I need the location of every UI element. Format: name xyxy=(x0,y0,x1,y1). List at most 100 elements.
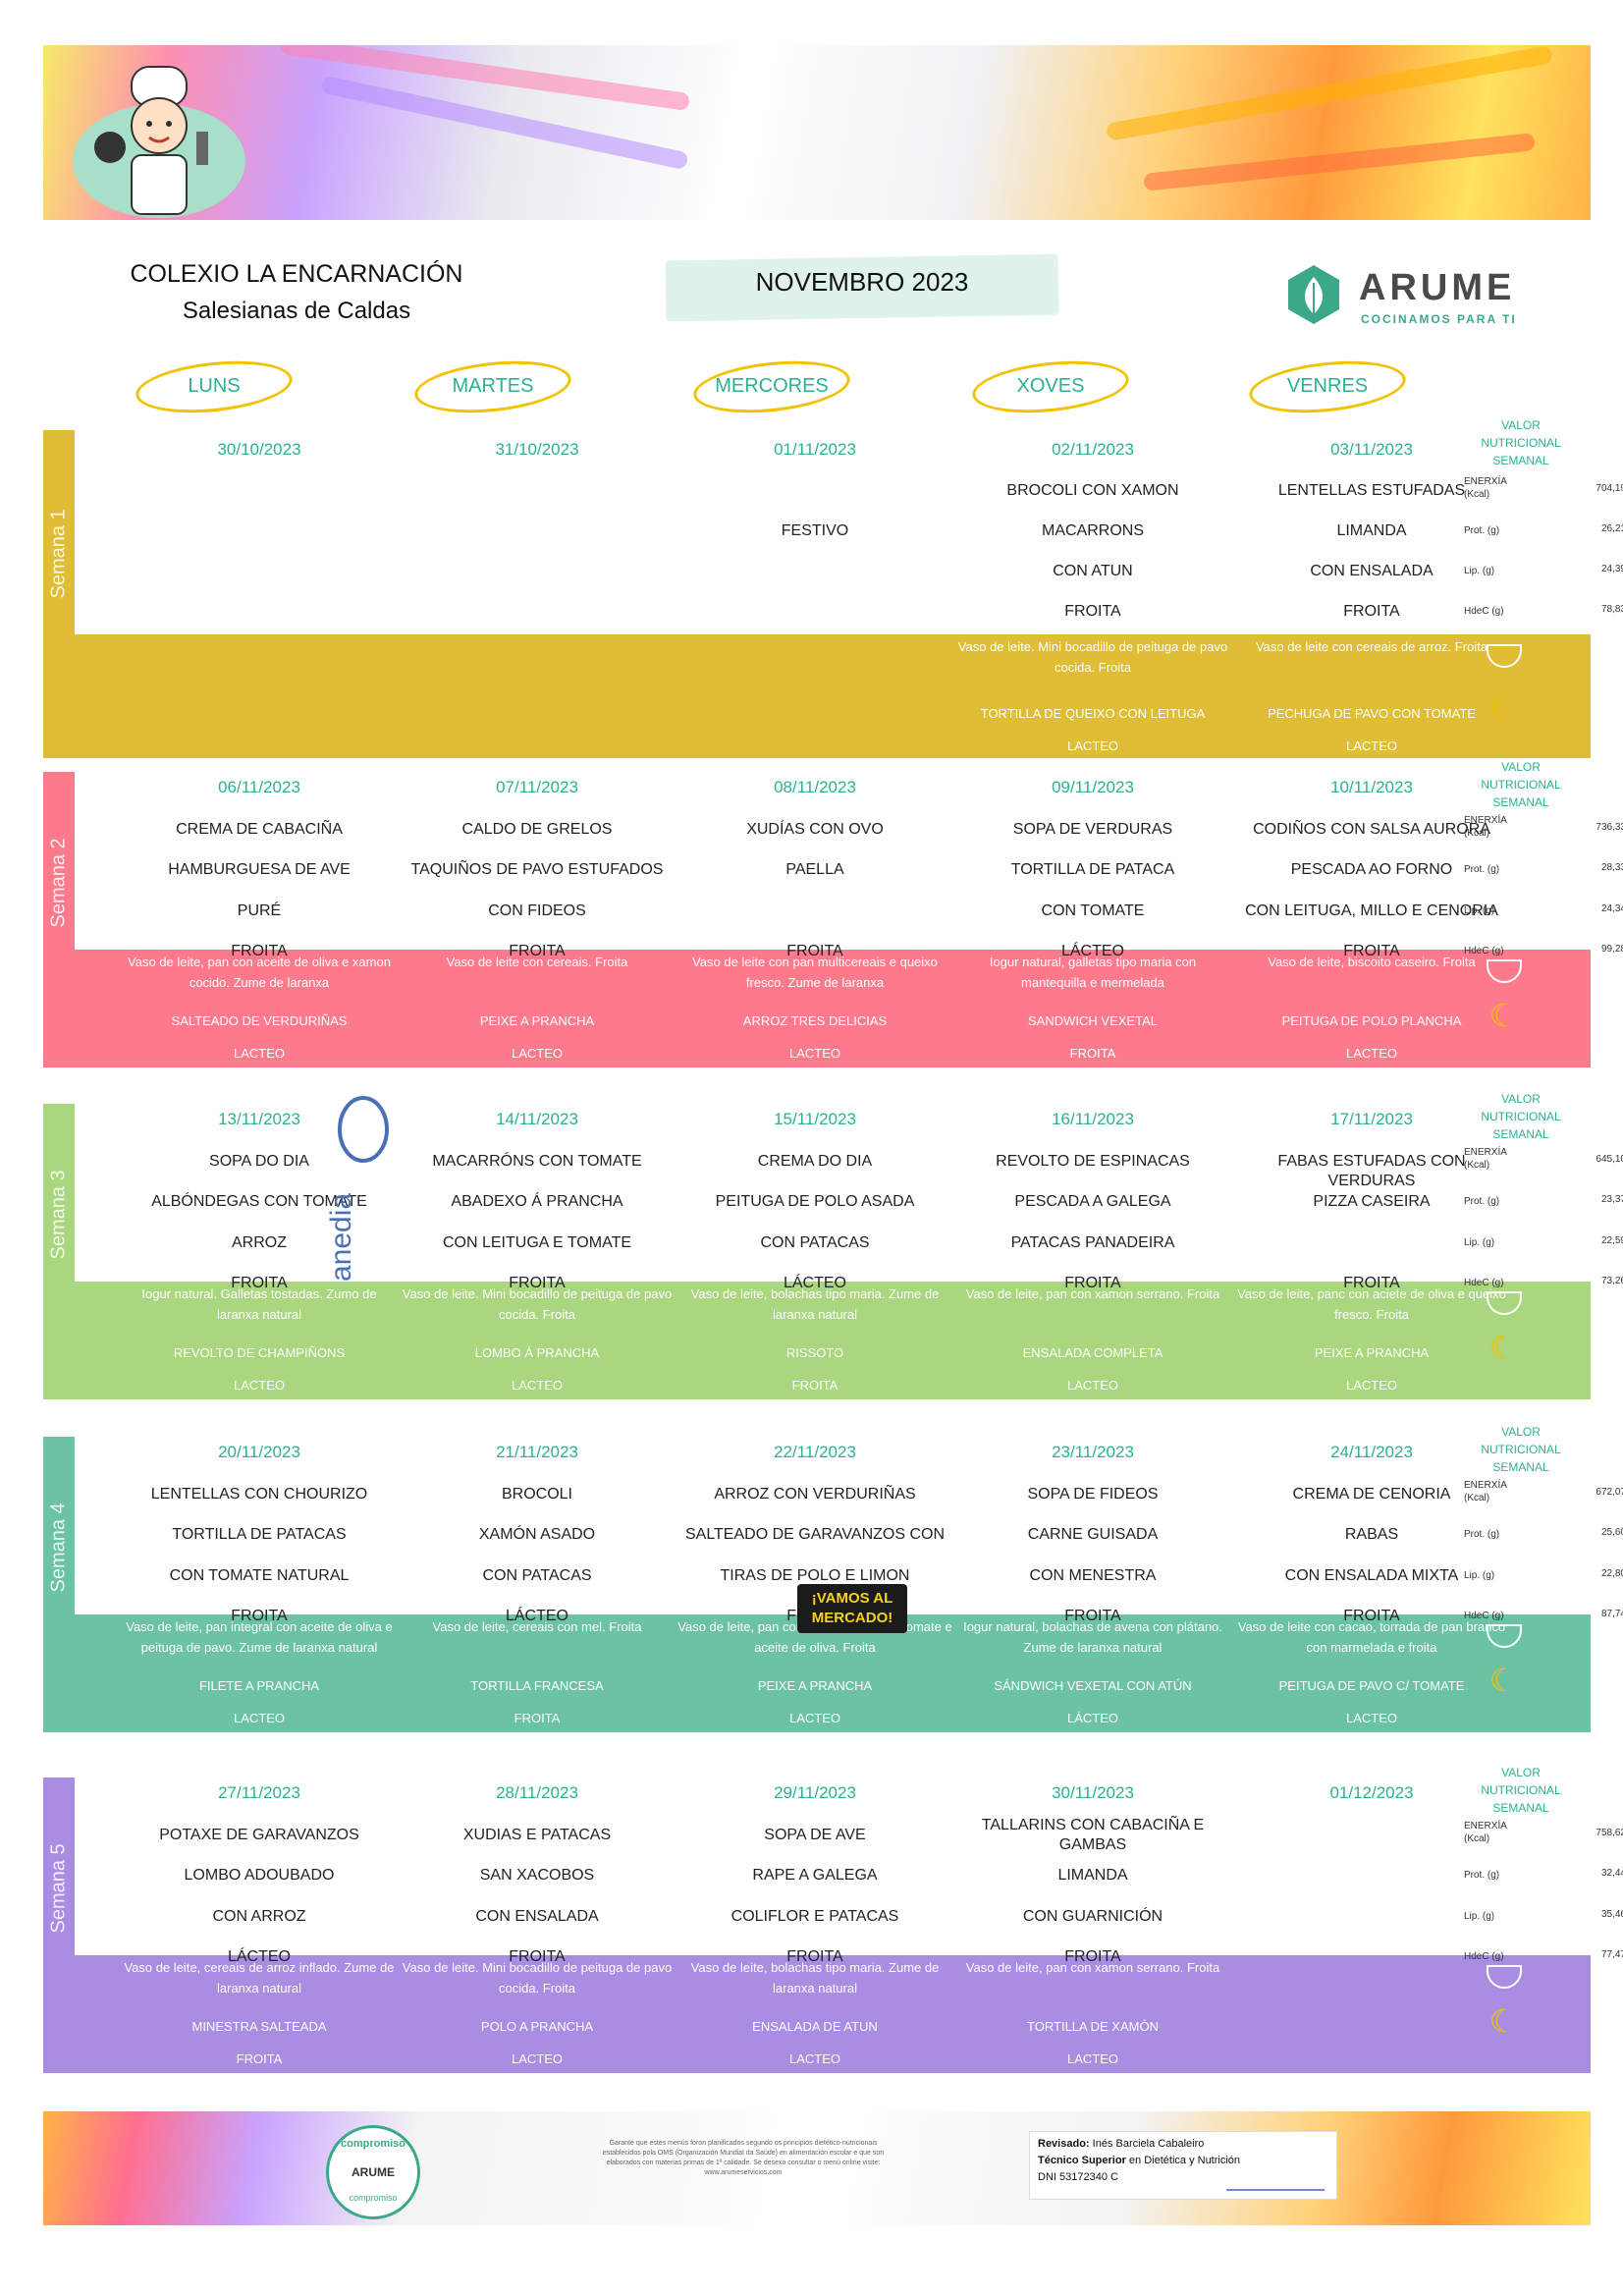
snack-text: Iogur natural. Galletas tostadas. Zumo d… xyxy=(141,1286,377,1322)
dinner-text: ENSALADA COMPLETA xyxy=(1022,1345,1163,1360)
week-side-bar: Semana 4 xyxy=(43,1437,75,1614)
snack-text: Vaso de leite. Mini bocadillo de peituga… xyxy=(957,639,1228,675)
lunch-dish: LOMBO ADOUBADO xyxy=(184,1867,335,1884)
nutrition-label: ENERXÍA (Kcal) xyxy=(1464,1821,1507,1844)
menu-date: 03/11/2023 xyxy=(1330,440,1413,459)
snack-text: Vaso de leite, cereais de arroz inflado.… xyxy=(124,1960,395,1995)
menu-date: 23/11/2023 xyxy=(1052,1443,1134,1461)
dessert-text: LÁCTEO xyxy=(1066,1711,1118,1725)
dinner-text: POLO A PRANCHA xyxy=(480,2019,594,2034)
dessert-text: LACTEO xyxy=(233,1711,285,1725)
dessert-text: LACTEO xyxy=(511,2051,563,2066)
dinner-text: TORTILLA FRANCESA xyxy=(470,1678,604,1693)
lunch-dish: TIRAS DE POLO E LIMON xyxy=(720,1567,910,1584)
lunch-dish: FROITA xyxy=(231,943,288,959)
day-label: XOVES xyxy=(1016,375,1085,397)
nutrition-title: VALOR xyxy=(1501,418,1541,432)
leaf-icon xyxy=(1288,265,1339,324)
lunch-dish: BROCOLI CON XAMON xyxy=(1006,482,1179,499)
nutrition-value: 672,07 xyxy=(1596,1487,1623,1498)
menu-date: 07/11/2023 xyxy=(496,778,578,796)
lunch-dish: TALLARINS CON CABACIÑA E GAMBAS xyxy=(981,1817,1205,1853)
school-line1: COLEXIO LA ENCARNACIÓN xyxy=(130,260,463,288)
snack-dinner-band xyxy=(43,634,1591,758)
snack-text: Vaso de leite. Mini bocadillo de peituga… xyxy=(402,1960,673,1995)
day-header-xoves: XOVES xyxy=(969,354,1132,420)
lunch-dish: SOPA DE VERDURAS xyxy=(1012,821,1173,838)
lunch-dish: PEITUGA DE POLO ASADA xyxy=(715,1193,915,1210)
nutrition-value: 24,39 xyxy=(1600,564,1623,574)
seal-mid: ARUME xyxy=(352,2165,395,2179)
revised-name: Inés Barciela Cabaleiro xyxy=(1092,2138,1205,2150)
lunch-dish: TORTILLA DE PATACA xyxy=(1010,861,1175,878)
week-3: Semana 3 13/11/2023 SOPA DO DIA ALBÓNDEGAS … xyxy=(43,1092,1623,1399)
dessert-text: LACTEO xyxy=(1345,1378,1397,1393)
title-label: Técnico Superior xyxy=(1038,2155,1126,2166)
day-label: VENRES xyxy=(1286,375,1369,397)
dinner-text: PECHUGA DE PAVO CON TOMATE xyxy=(1268,706,1476,721)
nutrition-value: 87,74 xyxy=(1600,1609,1623,1619)
top-banner xyxy=(43,45,1591,220)
seal-top: compromiso xyxy=(340,2138,406,2150)
nutrition-value: 26,21 xyxy=(1600,523,1623,534)
day-label: MERCORES xyxy=(715,375,829,397)
lunch-dish: CON PATACAS xyxy=(482,1567,592,1584)
week-side-bar: Semana 5 xyxy=(43,1777,75,1955)
moon-icon: ☾ xyxy=(1488,1663,1518,1698)
snack-text: Vaso de leite, bolachas tipo maria. Zume… xyxy=(690,1960,940,1995)
day-header-venres: VENRES xyxy=(1246,354,1409,420)
nutrition-title: VALOR xyxy=(1501,1766,1541,1779)
dessert-text: FROITA xyxy=(236,2051,283,2066)
lunch-dish: XUDIAS E PATACAS xyxy=(462,1827,612,1843)
lunch-dish: FROITA xyxy=(786,1948,843,1965)
snack-text: Vaso de leite, biscoito caseiro. Froita xyxy=(1268,955,1476,969)
snack-dinner-band xyxy=(43,1955,1591,2073)
nutrition-label: Prot. (g) xyxy=(1464,525,1500,536)
lunch-dish: COLIFLOR E PATACAS xyxy=(730,1908,899,1925)
menu-date: 22/11/2023 xyxy=(774,1443,856,1461)
lunch-dish: CON ENSALADA xyxy=(1310,563,1434,579)
lunch-dish: CON ENSALADA xyxy=(475,1908,599,1925)
menu-date: 29/11/2023 xyxy=(774,1783,856,1802)
lunch-dish: CON LEITUGA E TOMATE xyxy=(442,1234,632,1251)
week-1: Semana 1 30/10/2023 31/10/2023 01/11/2023 FE… xyxy=(43,418,1623,758)
lunch-dish: CON GUARNICIÓN xyxy=(1022,1908,1163,1925)
lunch-dish: PURÉ xyxy=(237,902,282,919)
menu-date: 21/11/2023 xyxy=(496,1443,578,1461)
lunch-dish: CALDO DE GRELOS xyxy=(461,821,613,838)
nutrition-label: HdeC (g) xyxy=(1464,946,1504,957)
lunch-dish: FROITA xyxy=(231,1608,288,1624)
week-label: Semana 4 xyxy=(47,1502,70,1592)
lunch-dish: CON TOMATE NATURAL xyxy=(169,1567,350,1584)
nutrition-value: 32,44 xyxy=(1600,1868,1623,1879)
compromiso-seal: compromiso ARUME compromiso xyxy=(326,2125,420,2219)
nutrition-value: 25,60 xyxy=(1600,1527,1623,1538)
week-side-bar: Semana 3 xyxy=(43,1104,75,1282)
snack-text: Vaso de leite con cacao, torrada de pan … xyxy=(1237,1619,1506,1655)
nutrition-title: SEMANAL xyxy=(1492,1801,1549,1815)
lunch-dish: RAPE A GALEGA xyxy=(752,1867,878,1884)
dessert-text: LACTEO xyxy=(1066,2051,1118,2066)
menu-date: 30/11/2023 xyxy=(1052,1783,1134,1802)
dinner-text: TORTILLA DE XAMÓN xyxy=(1027,2019,1159,2034)
dinner-text: PEIXE A PRANCHA xyxy=(1314,1345,1430,1360)
footer-note: Garante que estes menús foron planificad… xyxy=(602,2140,885,2176)
nutrition-label: Lip. (g) xyxy=(1464,566,1495,576)
dinner-text: SANDWICH VEXETAL xyxy=(1028,1013,1158,1028)
week-2: Semana 2 06/11/2023 CREMA DE CABACIÑA HAMBU… xyxy=(43,760,1623,1067)
revision-box: Revisado: Inés Barciela Cabaleiro Técnic… xyxy=(1029,2131,1337,2200)
lunch-dish: ARROZ CON VERDURIÑAS xyxy=(714,1486,916,1503)
lunch-dish: FROITA xyxy=(786,943,843,959)
school-name: COLEXIO LA ENCARNACIÓN Salesianas de Cal… xyxy=(110,260,483,325)
lunch-dish: SALTEADO DE GARAVANZOS CON xyxy=(684,1526,946,1543)
week-label: Semana 1 xyxy=(47,509,70,599)
menu-date: 08/11/2023 xyxy=(774,778,856,796)
week-label: Semana 3 xyxy=(47,1169,70,1259)
lunch-dish: LÁCTEO xyxy=(1060,943,1124,959)
nutrition-label: HdeC (g) xyxy=(1464,1951,1504,1962)
menu-date: 02/11/2023 xyxy=(1052,440,1134,459)
menu-date: 01/12/2023 xyxy=(1329,1783,1414,1802)
nutrition-label: HdeC (g) xyxy=(1464,1611,1504,1621)
dinner-text: SÁNDWICH VEXETAL CON ATÚN xyxy=(994,1678,1192,1693)
lunch-dish: SAN XACOBOS xyxy=(479,1867,595,1884)
